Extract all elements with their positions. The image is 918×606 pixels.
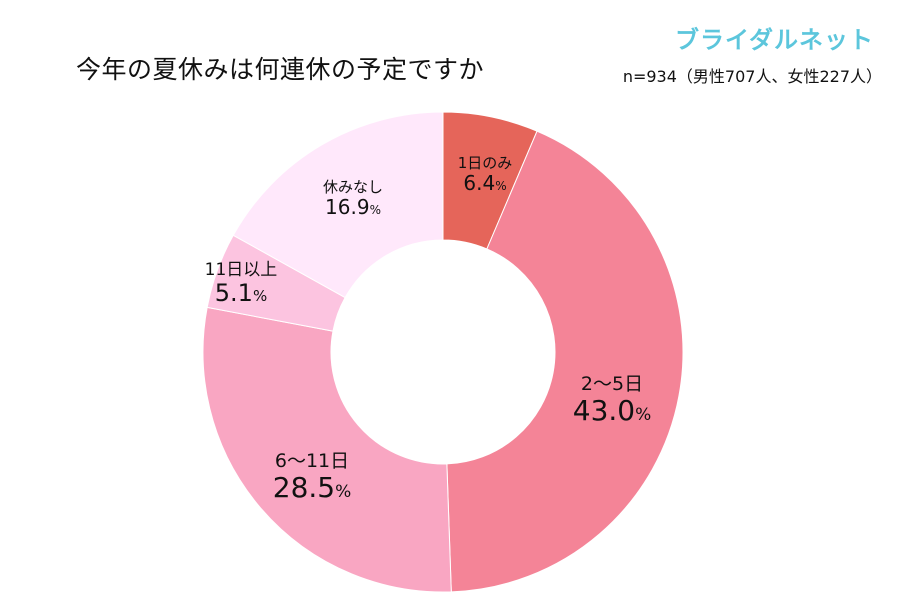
slice-category-label: 11日以上 [205, 260, 278, 280]
slice-value-label: 43.0% [573, 394, 652, 427]
slice-value-label: 6.4% [463, 171, 506, 195]
slice-value-label: 28.5% [273, 471, 352, 504]
slice-category-label: 1日のみ [458, 154, 513, 172]
slice-category-label: 6～11日 [275, 450, 349, 472]
donut-slice-5 [232, 111, 444, 299]
donut-slice-3 [202, 306, 452, 593]
chart-title: 今年の夏休みは何連休の予定ですか [76, 55, 485, 84]
brand-logo: ブライダルネット [674, 26, 874, 54]
sample-size-note: n=934（男性707人、女性227人） [622, 67, 882, 86]
slice-value-label: 5.1% [215, 279, 267, 307]
slice-value-label: 16.9% [325, 195, 381, 219]
slice-category-label: 2～5日 [581, 373, 643, 395]
chart-slices [202, 111, 684, 593]
slice-category-label: 休みなし [323, 178, 383, 196]
donut-slice-2 [446, 130, 684, 593]
